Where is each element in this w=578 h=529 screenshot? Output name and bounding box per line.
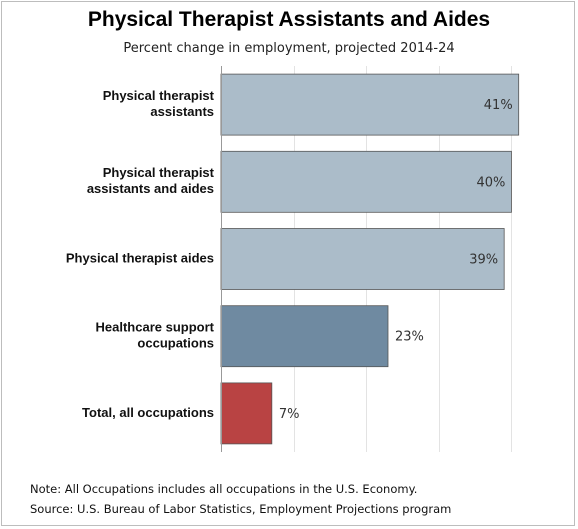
value-label-0: 41% xyxy=(484,98,513,113)
bar-3 xyxy=(220,305,389,368)
bar-4 xyxy=(220,382,273,445)
chart-title: Physical Therapist Assistants and Aides xyxy=(87,8,491,31)
value-label-4: 7% xyxy=(279,407,300,422)
chart-note: Note: All Occupations includes all occup… xyxy=(30,482,418,496)
category-label-1-0: Physical therapist xyxy=(103,165,215,180)
bar-1 xyxy=(220,150,512,213)
category-label-2-0: Physical therapist aides xyxy=(66,250,214,265)
bar-0 xyxy=(220,73,520,136)
category-label-3-0: Healthcare support xyxy=(96,320,215,335)
category-label-3-1: occupations xyxy=(137,336,214,351)
value-label-3: 23% xyxy=(395,330,424,345)
value-label-1: 40% xyxy=(477,175,506,190)
category-label-4-0: Total, all occupations xyxy=(82,405,214,420)
category-label-1-1: assistants and aides xyxy=(87,181,214,196)
value-label-2: 39% xyxy=(469,253,498,268)
category-label-0-1: assistants xyxy=(150,104,214,119)
bar-2 xyxy=(220,228,505,290)
chart-subtitle: Percent change in employment, projected … xyxy=(123,41,455,56)
chart-source: Source: U.S. Bureau of Labor Statistics,… xyxy=(30,502,452,516)
category-label-0-0: Physical therapist xyxy=(103,88,215,103)
